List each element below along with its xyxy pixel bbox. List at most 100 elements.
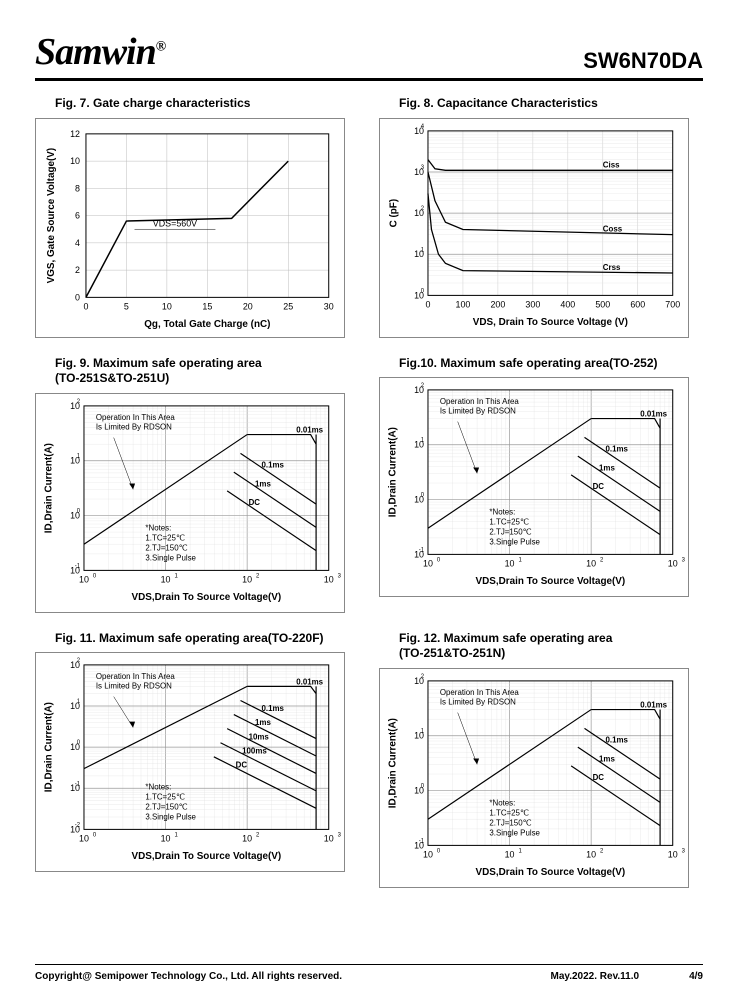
svg-text:ID,Drain Current(A): ID,Drain Current(A) (43, 443, 54, 533)
svg-text:10ms: 10ms (249, 733, 270, 742)
svg-text:10: 10 (162, 301, 172, 311)
svg-text:2: 2 (256, 573, 259, 579)
svg-text:1: 1 (518, 558, 522, 564)
svg-text:1ms: 1ms (255, 479, 271, 488)
svg-text:2: 2 (600, 558, 603, 564)
svg-text:1: 1 (421, 729, 425, 735)
svg-text:3: 3 (682, 558, 686, 564)
svg-text:1.TC=25℃: 1.TC=25℃ (145, 793, 185, 802)
svg-text:2: 2 (77, 399, 80, 405)
svg-text:15: 15 (202, 301, 212, 311)
svg-text:2: 2 (421, 206, 424, 212)
svg-text:Is Limited By RDSON: Is Limited By RDSON (440, 698, 516, 707)
svg-text:-1: -1 (75, 782, 81, 788)
fig7-container: Fig. 7. Gate charge characteristics 0510… (35, 96, 359, 348)
svg-text:30: 30 (324, 301, 334, 311)
fig8-title: Fig. 8. Capacitance Characteristics (379, 96, 703, 112)
fig10-title: Fig.10. Maximum safe operating area(TO-2… (379, 356, 703, 372)
fig12-title: Fig. 12. Maximum safe operating area (TO… (379, 631, 703, 662)
svg-text:3.Single Pulse: 3.Single Pulse (489, 828, 540, 837)
svg-text:0: 0 (93, 833, 97, 839)
fig7-chart: 051015202530024681012VDS=560VQg, Total G… (35, 118, 345, 338)
fig10-container: Fig.10. Maximum safe operating area(TO-2… (379, 356, 703, 623)
svg-text:0.1ms: 0.1ms (262, 460, 285, 469)
svg-text:2: 2 (421, 674, 424, 680)
svg-text:1ms: 1ms (255, 719, 271, 728)
svg-text:1: 1 (77, 699, 81, 705)
svg-text:0: 0 (77, 508, 81, 514)
svg-text:Crss: Crss (603, 263, 621, 272)
svg-text:VDS, Drain To Source Voltage (: VDS, Drain To Source Voltage (V) (473, 317, 628, 328)
svg-text:0.01ms: 0.01ms (640, 409, 667, 418)
svg-text:2.TJ=150℃: 2.TJ=150℃ (145, 543, 187, 552)
svg-text:Coss: Coss (603, 224, 623, 233)
svg-text:10: 10 (161, 574, 171, 584)
svg-text:3: 3 (338, 833, 342, 839)
copyright-text: Copyright@ Semipower Technology Co., Ltd… (35, 971, 342, 982)
svg-text:600: 600 (630, 299, 645, 309)
svg-text:10: 10 (586, 558, 596, 568)
svg-text:1ms: 1ms (599, 754, 615, 763)
svg-text:100ms: 100ms (242, 747, 267, 756)
svg-text:2: 2 (421, 383, 424, 389)
fig7-title: Fig. 7. Gate charge characteristics (35, 96, 359, 112)
svg-text:Is Limited By RDSON: Is Limited By RDSON (96, 422, 172, 431)
svg-text:1: 1 (77, 454, 81, 460)
svg-text:0: 0 (437, 848, 441, 854)
svg-text:ID,Drain Current(A): ID,Drain Current(A) (387, 718, 398, 808)
svg-text:Operation In This Area: Operation In This Area (440, 397, 520, 406)
svg-text:1.TC=25℃: 1.TC=25℃ (489, 809, 529, 818)
svg-text:10: 10 (668, 558, 678, 568)
svg-text:10: 10 (423, 849, 433, 859)
svg-text:-1: -1 (419, 838, 425, 844)
page-header: Samwin® SW6N70DA (35, 30, 703, 81)
svg-text:3: 3 (338, 573, 342, 579)
page-number: 4/9 (689, 971, 703, 982)
svg-text:10: 10 (79, 574, 89, 584)
svg-text:DC: DC (593, 482, 605, 491)
svg-text:700: 700 (665, 299, 680, 309)
svg-text:C (pF): C (pF) (388, 198, 399, 227)
fig8-container: Fig. 8. Capacitance Characteristics 0100… (379, 96, 703, 348)
registered-mark: ® (156, 39, 165, 54)
svg-text:10: 10 (505, 849, 515, 859)
svg-text:VDS,Drain To Source Voltage(V): VDS,Drain To Source Voltage(V) (476, 576, 626, 587)
svg-text:Ciss: Ciss (603, 160, 620, 169)
svg-text:400: 400 (560, 299, 575, 309)
svg-text:10: 10 (505, 558, 515, 568)
part-number: SW6N70DA (583, 48, 703, 74)
svg-text:0.01ms: 0.01ms (296, 425, 323, 434)
svg-text:10: 10 (668, 849, 678, 859)
svg-text:0: 0 (83, 301, 88, 311)
svg-text:10: 10 (242, 574, 252, 584)
svg-text:10: 10 (79, 834, 89, 844)
svg-text:*Notes:: *Notes: (145, 524, 171, 533)
brand-text: Samwin (35, 31, 156, 73)
svg-text:10: 10 (324, 834, 334, 844)
svg-text:-1: -1 (75, 563, 81, 569)
svg-text:0.1ms: 0.1ms (606, 736, 629, 745)
svg-text:Operation In This Area: Operation In This Area (96, 672, 176, 681)
svg-text:-1: -1 (419, 548, 425, 554)
svg-text:VDS=560V: VDS=560V (153, 218, 197, 228)
svg-text:Operation In This Area: Operation In This Area (96, 413, 176, 422)
svg-text:ID,Drain Current(A): ID,Drain Current(A) (43, 702, 54, 792)
svg-text:VDS,Drain To Source Voltage(V): VDS,Drain To Source Voltage(V) (476, 867, 626, 878)
svg-text:DC: DC (249, 498, 261, 507)
svg-text:DC: DC (236, 761, 248, 770)
svg-text:0.01ms: 0.01ms (640, 700, 667, 709)
svg-text:0.01ms: 0.01ms (296, 678, 323, 687)
fig9-container: Fig. 9. Maximum safe operating area (TO-… (35, 356, 359, 623)
svg-text:Is Limited By RDSON: Is Limited By RDSON (96, 682, 172, 691)
svg-text:1.TC=25℃: 1.TC=25℃ (145, 533, 185, 542)
fig12-chart: 10010110210310-11001011020.01ms0.1ms1msD… (379, 668, 689, 888)
svg-text:0: 0 (421, 493, 425, 499)
svg-text:0.1ms: 0.1ms (262, 705, 285, 714)
svg-text:0: 0 (93, 573, 97, 579)
svg-text:10: 10 (242, 834, 252, 844)
svg-text:2: 2 (77, 658, 80, 664)
svg-text:500: 500 (595, 299, 610, 309)
fig10-chart: 10010110210310-11001011020.01ms0.1ms1msD… (379, 377, 689, 597)
svg-text:10: 10 (423, 558, 433, 568)
svg-text:*Notes:: *Notes: (489, 508, 515, 517)
